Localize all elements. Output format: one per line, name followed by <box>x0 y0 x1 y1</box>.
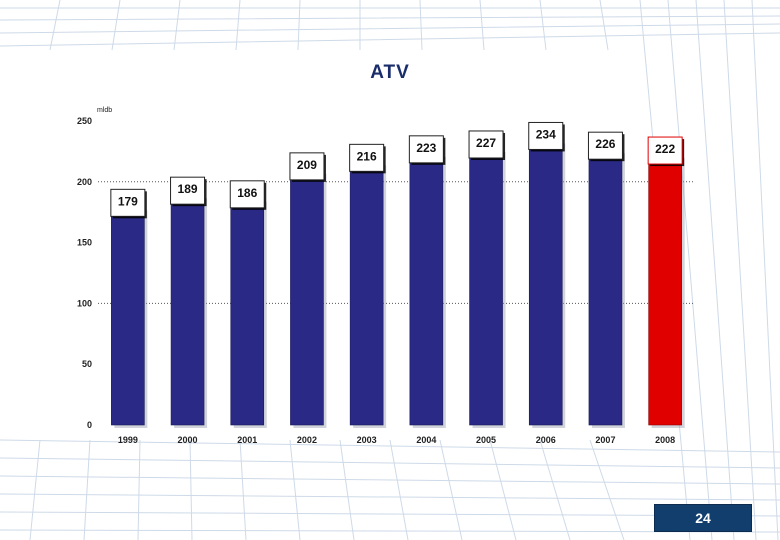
data-label-box <box>110 188 146 217</box>
data-label: 179 <box>118 194 138 208</box>
data-label: 223 <box>416 141 436 155</box>
data-label-box <box>468 130 504 159</box>
data-label-box <box>587 131 623 160</box>
bar <box>290 170 324 426</box>
x-category-label: 2004 <box>416 435 436 445</box>
bar <box>528 140 563 426</box>
data-label: 189 <box>178 182 198 196</box>
data-label: 234 <box>536 127 556 141</box>
data-label-box <box>408 135 444 164</box>
page-number: 24 <box>654 504 752 532</box>
y-unit-label: mldb <box>97 107 112 114</box>
y-tick-label: 100 <box>77 298 92 308</box>
bar <box>349 162 384 426</box>
data-label: 227 <box>476 136 496 150</box>
data-label: 209 <box>297 158 317 172</box>
slide-title: ATV <box>370 62 410 83</box>
bar <box>111 207 145 426</box>
bar <box>588 149 623 426</box>
data-label-box <box>229 180 265 209</box>
x-category-label: 2000 <box>178 435 198 445</box>
x-category-label: 2008 <box>655 435 675 445</box>
x-category-label: 2003 <box>357 435 377 445</box>
data-label: 216 <box>357 149 377 163</box>
data-label: 186 <box>237 186 257 200</box>
bar <box>469 148 503 426</box>
data-label-box <box>349 143 385 172</box>
data-label: 226 <box>595 137 615 151</box>
data-label: 222 <box>655 142 675 156</box>
data-label-box <box>528 121 564 150</box>
y-tick-label: 50 <box>82 359 92 369</box>
x-category-label: 2005 <box>476 435 496 445</box>
bar <box>170 194 205 426</box>
y-tick-label: 250 <box>77 116 92 126</box>
x-category-label: 1999 <box>118 435 138 445</box>
data-label-box <box>289 152 325 181</box>
bar-highlight <box>648 154 682 426</box>
y-tick-label: 150 <box>77 238 92 248</box>
bar <box>230 198 265 426</box>
x-category-label: 2002 <box>297 435 317 445</box>
x-category-label: 2001 <box>237 435 257 445</box>
y-tick-label: 200 <box>77 177 92 187</box>
x-category-label: 2006 <box>536 435 556 445</box>
bar <box>409 153 444 426</box>
data-label-box <box>647 136 683 165</box>
y-tick-label: 0 <box>87 420 92 430</box>
data-label-box <box>170 176 206 205</box>
x-category-label: 2007 <box>595 435 615 445</box>
